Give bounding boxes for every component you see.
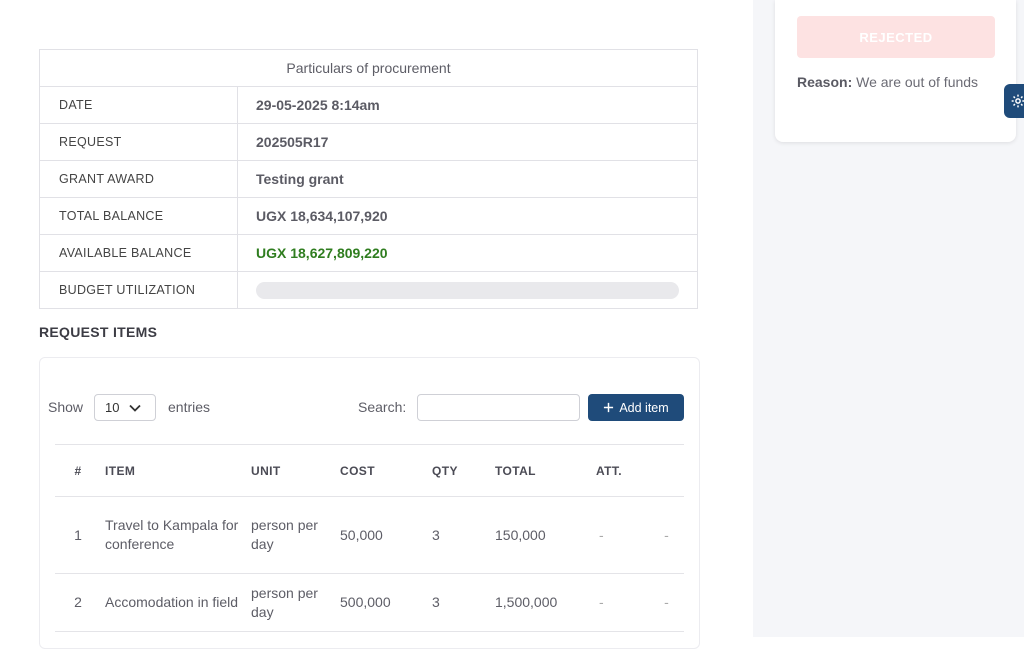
gear-icon (1011, 94, 1024, 108)
table-header-row: # ITEM UNIT COST QTY TOTAL ATT. (55, 444, 684, 497)
add-item-label: Add item (619, 400, 669, 415)
row-action: - (649, 573, 684, 632)
available-balance-label: AVAILABLE BALANCE (39, 234, 238, 272)
column-header-qty[interactable]: QTY (431, 444, 494, 497)
date-value: 29-05-2025 8:14am (237, 86, 698, 124)
column-header-number[interactable]: # (55, 444, 101, 497)
entries-label: entries (168, 399, 211, 415)
rejection-reason: Reason: We are out of funds (797, 74, 978, 90)
reason-text: We are out of funds (856, 74, 979, 90)
plus-icon (604, 402, 614, 413)
row-item: Travel to Kampala for conference (101, 496, 250, 574)
table-row: 1 Travel to Kampala for conference perso… (55, 496, 684, 574)
settings-tab[interactable] (1004, 84, 1024, 118)
request-items-table: # ITEM UNIT COST QTY TOTAL ATT. 1 Travel… (55, 444, 684, 632)
row-total: 1,500,000 (494, 573, 595, 632)
reason-label: Reason: (797, 74, 853, 90)
row-cost: 50,000 (339, 496, 431, 574)
particulars-table: Particulars of procurement DATE 29-05-20… (39, 49, 698, 309)
budget-utilization-label: BUDGET UTILIZATION (39, 271, 238, 309)
rejected-status-button[interactable]: REJECTED (797, 16, 995, 58)
row-unit: person per day (250, 573, 339, 632)
search-input[interactable] (417, 394, 580, 421)
row-cost: 500,000 (339, 573, 431, 632)
date-label: DATE (39, 86, 238, 124)
entries-value: 10 (105, 400, 120, 415)
budget-utilization-cell (237, 271, 698, 309)
available-balance-value: UGX 18,627,809,220 (237, 234, 698, 272)
row-item: Accomodation in field (101, 573, 250, 632)
add-item-button[interactable]: Add item (588, 394, 684, 421)
request-items-title: REQUEST ITEMS (39, 324, 158, 340)
request-items-card: Show 10 entries Search: Add item # ITEM … (39, 357, 700, 649)
row-action: - (649, 496, 684, 574)
show-label: Show (48, 399, 84, 415)
row-qty: 3 (431, 496, 494, 574)
total-balance-label: TOTAL BALANCE (39, 197, 238, 235)
total-balance-value: UGX 18,634,107,920 (237, 197, 698, 235)
row-total: 150,000 (494, 496, 595, 574)
status-card: REJECTED Reason: We are out of funds (775, 0, 1016, 142)
row-number: 1 (55, 496, 101, 574)
column-header-item[interactable]: ITEM (101, 444, 250, 497)
chevron-down-icon (129, 404, 141, 412)
grant-award-label: GRANT AWARD (39, 160, 238, 198)
row-unit: person per day (250, 496, 339, 574)
entries-select[interactable]: 10 (94, 394, 156, 421)
column-header-total[interactable]: TOTAL (494, 444, 595, 497)
particulars-caption: Particulars of procurement (39, 49, 698, 87)
request-label: REQUEST (39, 123, 238, 161)
column-header-attachment[interactable]: ATT. (595, 444, 649, 497)
budget-utilization-bar (256, 281, 679, 299)
column-header-actions (649, 444, 684, 497)
row-attachment: - (595, 573, 649, 632)
search-label: Search: (358, 399, 407, 415)
column-header-unit[interactable]: UNIT (250, 444, 339, 497)
grant-award-value: Testing grant (237, 160, 698, 198)
row-qty: 3 (431, 573, 494, 632)
column-header-cost[interactable]: COST (339, 444, 431, 497)
row-number: 2 (55, 573, 101, 632)
row-attachment: - (595, 496, 649, 574)
table-row: 2 Accomodation in field person per day 5… (55, 573, 684, 632)
request-value: 202505R17 (237, 123, 698, 161)
